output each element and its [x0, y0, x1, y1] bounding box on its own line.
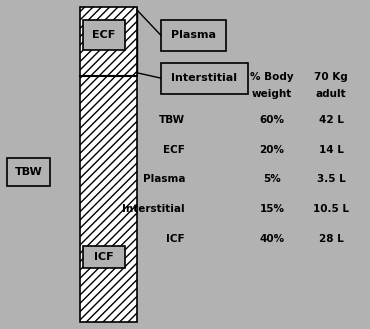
Text: % Body: % Body	[250, 72, 294, 82]
Bar	[83, 20, 125, 50]
Bar	[161, 20, 226, 51]
Bar	[83, 246, 125, 268]
Text: 14 L: 14 L	[319, 145, 344, 155]
Text: 60%: 60%	[259, 115, 285, 125]
Text: TBW: TBW	[15, 167, 43, 177]
Text: 5%: 5%	[263, 174, 281, 184]
Text: 15%: 15%	[259, 204, 285, 214]
Bar	[161, 63, 248, 94]
Text: ICF: ICF	[94, 252, 114, 262]
Text: ECF: ECF	[163, 145, 185, 155]
Text: ICF: ICF	[166, 234, 185, 243]
Text: TBW: TBW	[159, 115, 185, 125]
Text: adult: adult	[316, 89, 346, 99]
Bar	[80, 7, 137, 76]
Text: 40%: 40%	[259, 234, 285, 243]
Text: 10.5 L: 10.5 L	[313, 204, 349, 214]
Bar	[7, 158, 50, 186]
Text: 28 L: 28 L	[319, 234, 343, 243]
Text: ECF: ECF	[92, 30, 115, 40]
Bar	[80, 76, 137, 322]
Text: 20%: 20%	[259, 145, 285, 155]
Text: Interstitial: Interstitial	[171, 73, 238, 83]
Text: Plasma: Plasma	[142, 174, 185, 184]
Text: weight: weight	[252, 89, 292, 99]
Text: Plasma: Plasma	[171, 30, 216, 40]
Text: 70 Kg: 70 Kg	[314, 72, 348, 82]
Text: 3.5 L: 3.5 L	[317, 174, 346, 184]
Text: 42 L: 42 L	[319, 115, 344, 125]
Text: Interstitial: Interstitial	[122, 204, 185, 214]
